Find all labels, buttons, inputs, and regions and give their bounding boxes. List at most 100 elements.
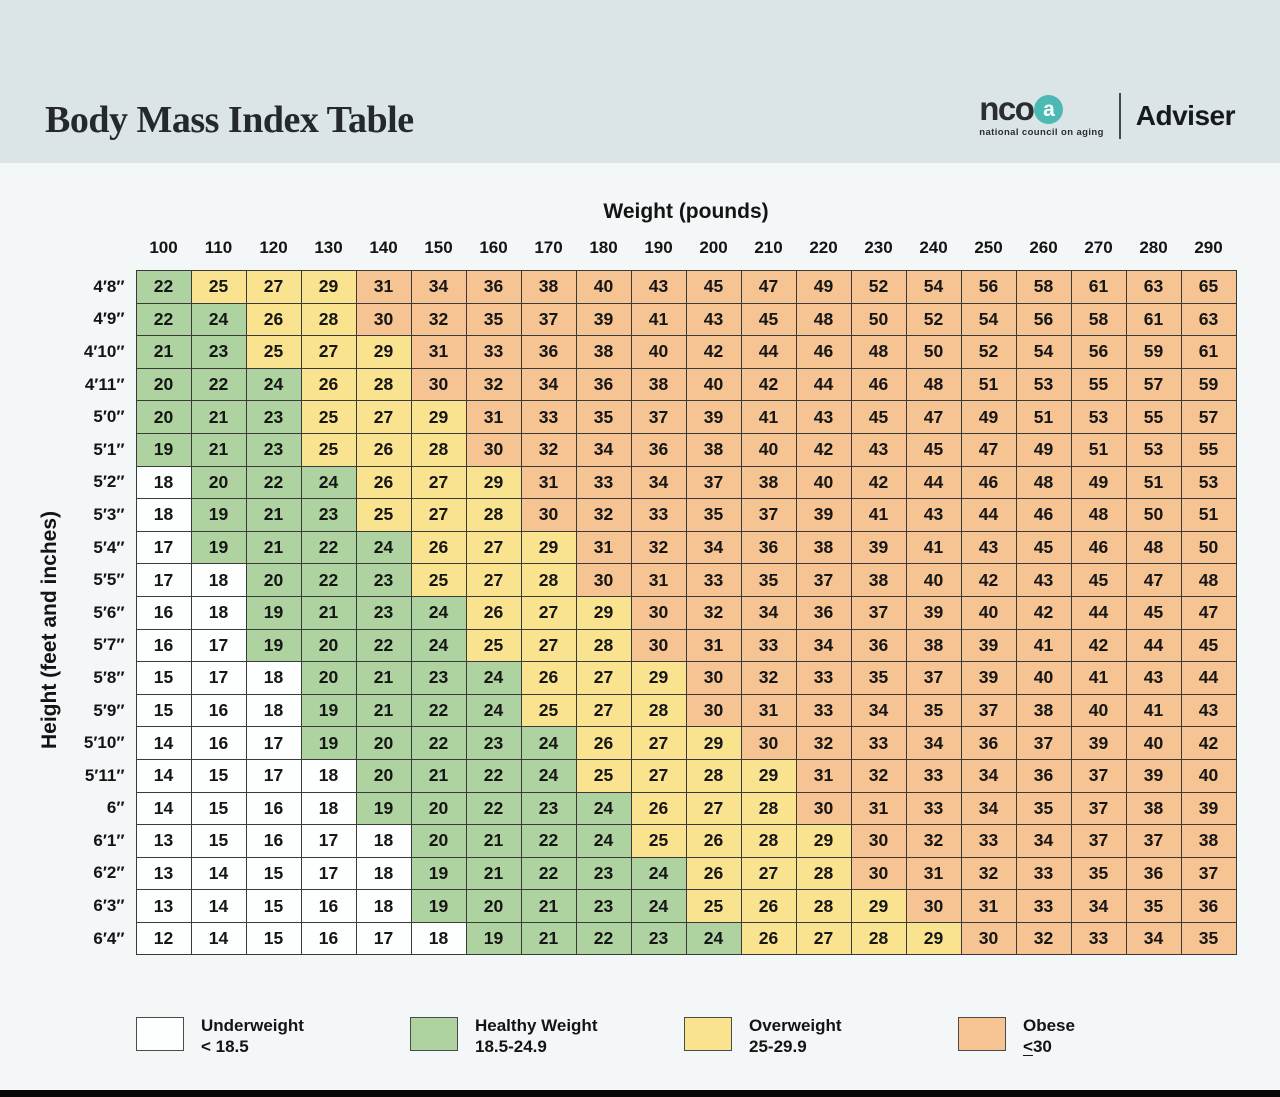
bmi-cell: 24 [465,661,522,695]
bmi-cell: 42 [850,465,907,500]
bmi-cell: 46 [1070,530,1127,565]
bmi-row: 5′11″ 14 15 17 18 20 21 22 24 25 27 28 29 31 32 33 34 36 3… [0,758,1237,793]
legend-category-range: 18.5-24.9 [475,1036,547,1056]
bmi-cell: 18 [245,693,302,728]
bmi-cell: 28 [520,563,577,597]
bmi-cell: 18 [300,758,357,793]
bmi-cell: 12 [135,921,192,956]
bmi-cell: 63 [1125,270,1182,304]
bmi-cell: 26 [465,595,522,630]
bmi-cell: 38 [1125,791,1182,826]
bmi-cell: 30 [355,302,412,337]
bmi-cell: 15 [245,856,302,891]
bmi-cell: 36 [630,432,687,467]
bmi-cell: 37 [685,465,742,500]
bmi-cell: 37 [1070,824,1127,858]
bmi-cell: 16 [245,791,302,826]
bmi-cell: 48 [1125,530,1182,565]
bmi-cell: 24 [355,530,412,565]
legend-category-range: < 18.5 [201,1036,249,1056]
bmi-cell: 24 [685,921,742,956]
bmi-cell: 29 [355,335,412,369]
bmi-cell: 40 [795,465,852,500]
weight-tick: 100 [149,238,178,257]
bmi-cell: 29 [795,824,852,858]
bmi-cell: 31 [355,270,412,304]
bmi-cell: 34 [575,432,632,467]
bmi-cell: 32 [575,498,632,532]
bmi-cell: 25 [245,335,302,369]
bmi-cell: 41 [1070,661,1127,695]
bmi-cell: 33 [575,465,632,500]
bmi-cell: 26 [300,367,357,402]
weight-tick: 280 [1139,238,1168,257]
bmi-cell: 44 [795,367,852,402]
bmi-cell: 51 [960,367,1017,402]
height-tick: 6′1″ [93,830,125,850]
bmi-cell: 31 [630,563,687,597]
bmi-cell: 28 [795,889,852,923]
bmi-cell: 14 [135,758,192,793]
legend-category-range: 25-29.9 [749,1036,807,1056]
bmi-cell: 41 [850,498,907,532]
bmi-cell: 37 [1180,856,1237,891]
bmi-cell: 34 [850,693,907,728]
bmi-cell: 33 [630,498,687,532]
bmi-cell: 18 [355,889,412,923]
bmi-cell: 19 [135,432,192,467]
bmi-cell: 32 [465,367,522,402]
bmi-cell: 63 [1180,302,1237,337]
weight-tick: 250 [974,238,1003,257]
bmi-cell: 36 [520,335,577,369]
bmi-cell: 39 [960,661,1017,695]
bmi-cell: 28 [355,367,412,402]
bmi-cell: 22 [465,758,522,793]
height-tick: 5′7″ [93,635,125,655]
bmi-cell: 47 [740,270,797,304]
legend-category-name: Obese [1023,1016,1075,1035]
weight-tick: 200 [699,238,728,257]
bmi-cell: 28 [465,498,522,532]
height-tick: 5′10″ [83,733,125,753]
bmi-cell: 56 [960,270,1017,304]
bmi-cell: 57 [1180,400,1237,434]
bmi-cell: 36 [1125,856,1182,891]
bmi-cell: 17 [190,628,247,663]
bmi-cell: 38 [850,563,907,597]
bmi-cell: 42 [1070,628,1127,663]
bmi-cell: 21 [300,595,357,630]
bmi-cell: 37 [520,302,577,337]
bmi-cell: 31 [905,856,962,891]
bmi-cell: 18 [135,498,192,532]
bmi-cell: 18 [355,824,412,858]
bmi-cell: 35 [1180,921,1237,956]
bmi-cell: 30 [465,432,522,467]
bmi-cell: 47 [905,400,962,434]
bmi-cell: 38 [905,628,962,663]
bmi-cell: 38 [630,367,687,402]
bmi-cell: 36 [1180,889,1237,923]
bmi-cell: 21 [410,758,467,793]
bmi-row: 6′3″ 13 14 15 16 18 19 20 21 23 24 25 26 28 29 30 31 33 34… [0,889,1237,923]
bmi-row: 5′0″ 20 21 23 25 27 29 31 33 35 37 39 41 43 45 47 49 51 53… [0,400,1237,434]
bmi-cell: 34 [960,791,1017,826]
bmi-cell: 29 [740,758,797,793]
bmi-cell: 45 [905,432,962,467]
bmi-cell: 13 [135,889,192,923]
bmi-cell: 43 [1180,693,1237,728]
bmi-cell: 33 [1015,856,1072,891]
height-tick: 5′6″ [93,602,125,622]
bmi-cell: 22 [465,791,522,826]
bmi-cell: 26 [520,661,577,695]
bmi-cell: 24 [245,367,302,402]
height-tick: 6′3″ [93,896,125,916]
bmi-cell: 51 [1015,400,1072,434]
bmi-cell: 40 [575,270,632,304]
bmi-cell: 32 [905,824,962,858]
bmi-cell: 54 [1015,335,1072,369]
bmi-row: 5′6″ 16 18 19 21 23 24 26 27 29 30 32 34 36 37 39 40 42 44… [0,595,1237,630]
bmi-cell: 20 [355,758,412,793]
bmi-cell: 51 [1180,498,1237,532]
bmi-row: 4′10″ 21 23 25 27 29 31 33 36 38 40 42 44 46 48 50 52 54 5… [0,335,1237,369]
bmi-cell: 22 [300,563,357,597]
